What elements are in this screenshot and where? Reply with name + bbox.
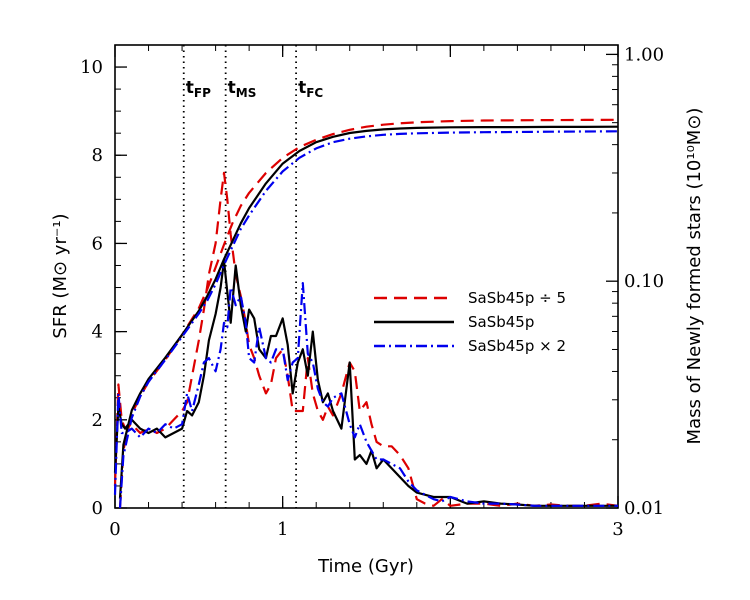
y-left-tick-label: 10 xyxy=(80,57,103,78)
y-left-tick-label: 0 xyxy=(92,498,103,519)
sfr-line-1 xyxy=(113,260,618,507)
plot-frame xyxy=(114,44,619,509)
y-right-tick-label: 0.10 xyxy=(624,271,664,292)
y-left-tick-label: 6 xyxy=(92,233,103,254)
right-axis-ticks: 0.01 0.10 1.00 xyxy=(606,44,664,519)
left-axis-ticks: 0 2 4 6 8 10 xyxy=(80,57,127,519)
series-group xyxy=(113,118,619,509)
y-left-tick-label: 8 xyxy=(92,145,103,166)
x-axis-title: Time (Gyr) xyxy=(317,556,414,577)
sfr-line-2 xyxy=(113,282,618,507)
x-tick-label: 1 xyxy=(277,519,288,540)
y-right-tick-label: 1.00 xyxy=(624,44,664,65)
right-axis-title: Mass of Newly formed stars (10¹⁰M⊙) xyxy=(684,108,705,445)
x-tick-label: 3 xyxy=(612,519,623,540)
legend-label-0: SaSb45p ÷ 5 xyxy=(468,289,566,307)
mass-line-0 xyxy=(118,118,619,509)
event-label-ms: tMS xyxy=(228,78,257,100)
legend-label-2: SaSb45p × 2 xyxy=(468,337,566,355)
sfr-line-0 xyxy=(113,171,619,507)
event-label-fc: tFC xyxy=(298,78,323,100)
mass-line-2 xyxy=(118,130,619,509)
legend: SaSb45p ÷ 5 SaSb45p SaSb45p × 2 xyxy=(374,289,566,355)
mass-line-1 xyxy=(118,125,619,499)
event-label-fp: tFP xyxy=(186,78,211,100)
x-axis-ticks: 0 1 2 3 xyxy=(109,45,624,540)
left-axis-title: SFR (M⊙ yr⁻¹) xyxy=(50,213,71,338)
y-left-tick-label: 2 xyxy=(92,410,103,431)
legend-label-1: SaSb45p xyxy=(468,313,534,331)
y-left-tick-label: 4 xyxy=(92,322,103,343)
event-markers: tFP tMS tFC xyxy=(182,45,323,508)
x-tick-label: 2 xyxy=(445,519,456,540)
x-tick-label: 0 xyxy=(109,519,120,540)
y-right-tick-label: 0.01 xyxy=(624,498,664,519)
